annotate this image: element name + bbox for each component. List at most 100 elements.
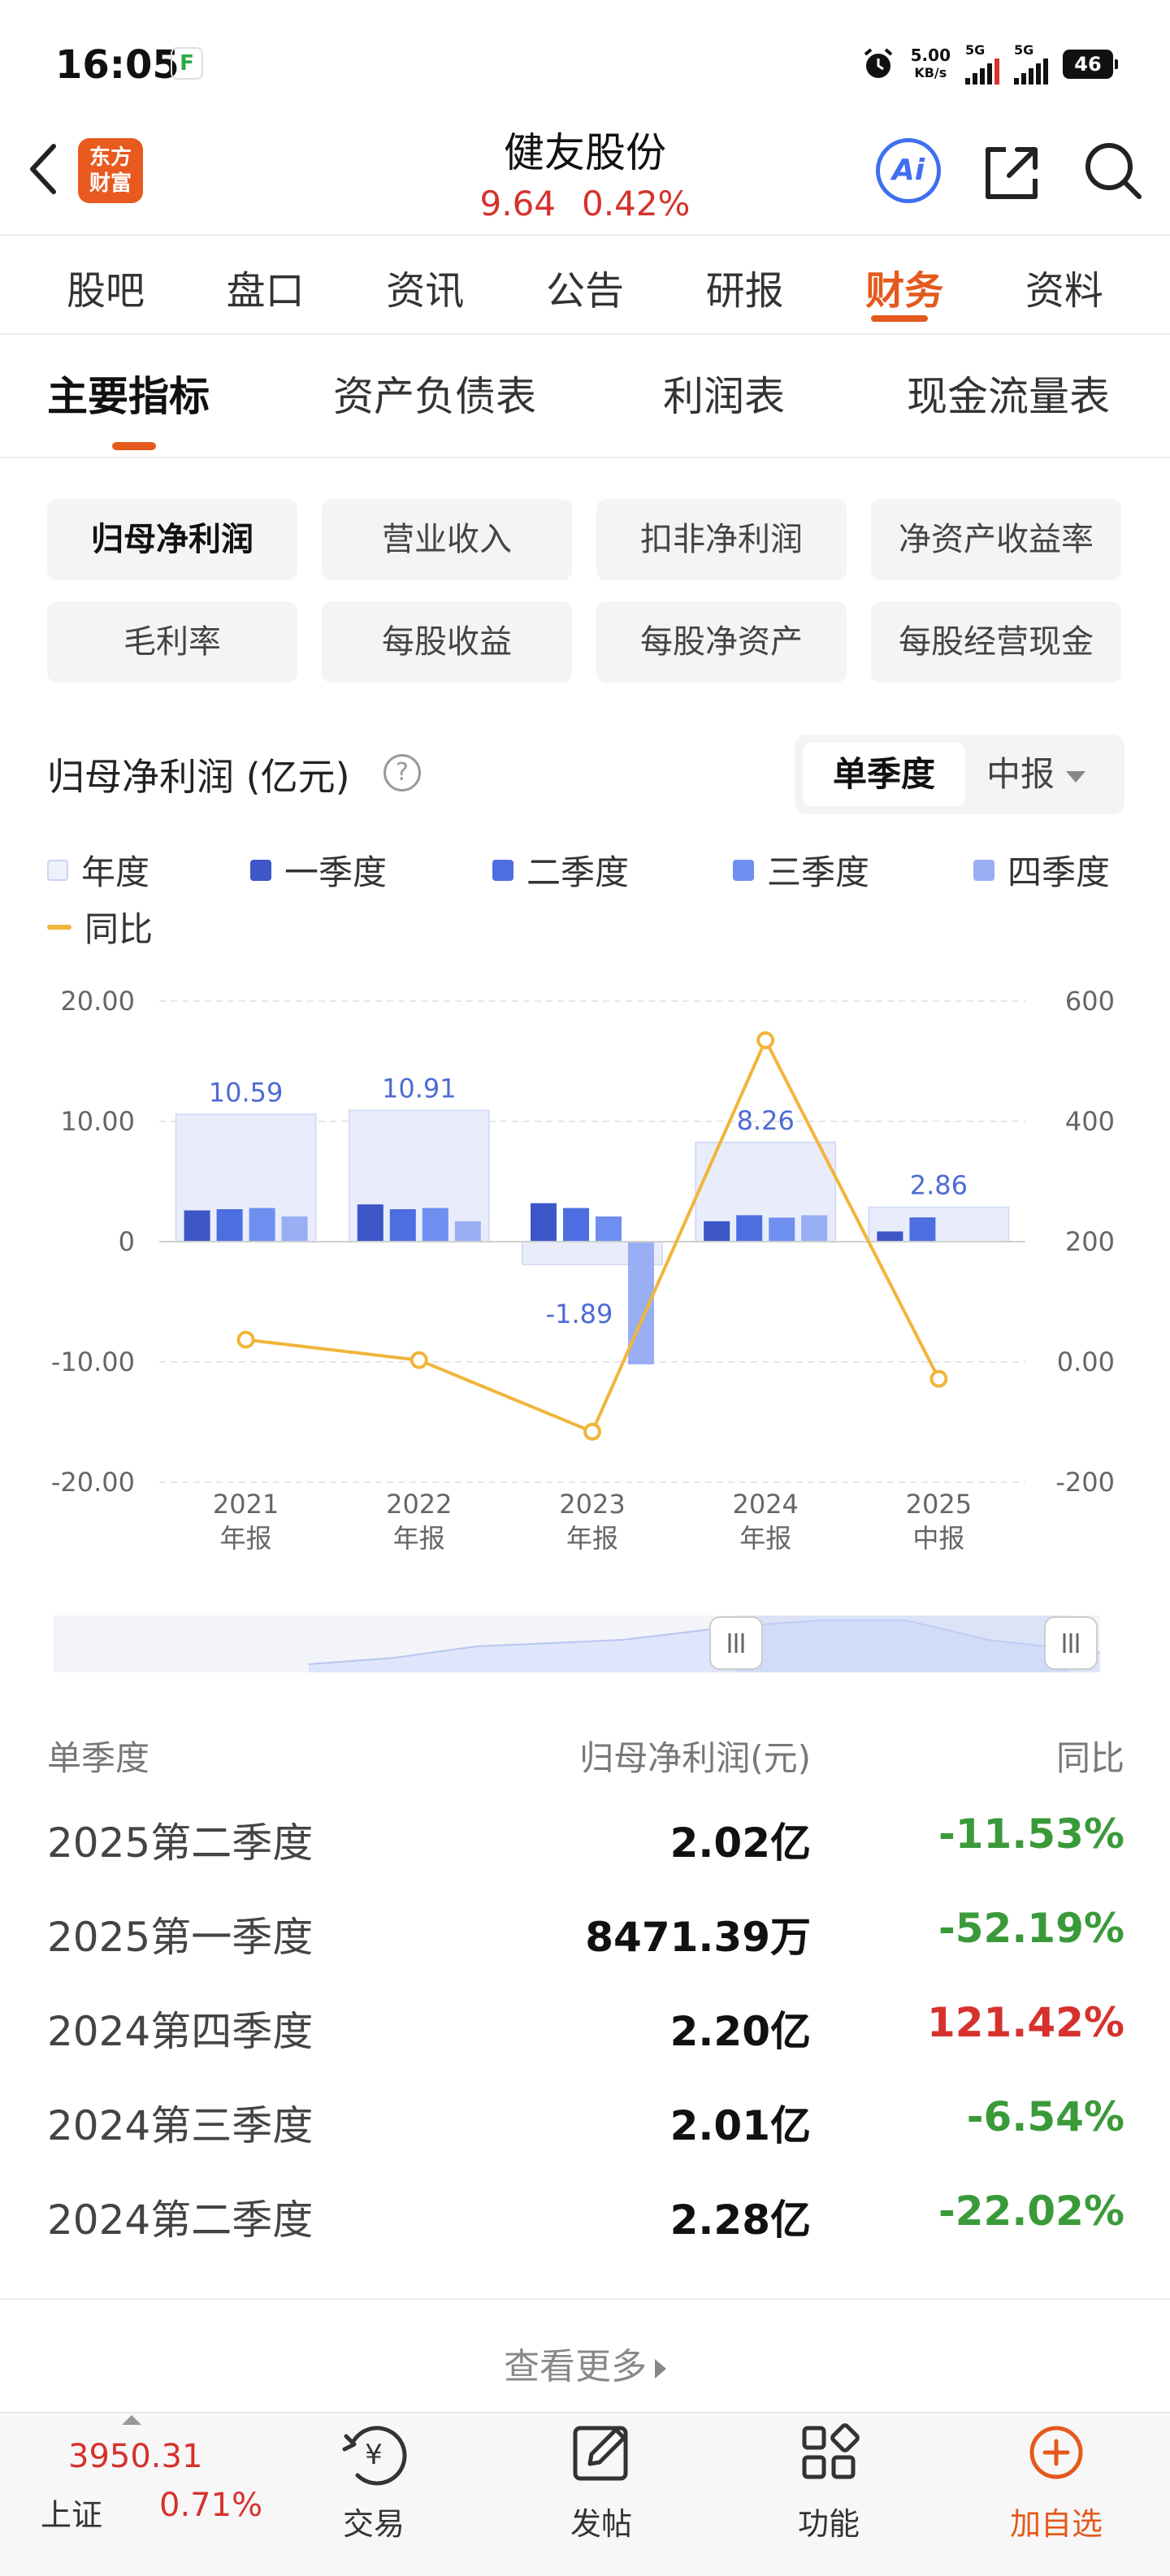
- header-net-profit: 归母净利润(元): [579, 1738, 811, 1778]
- ai-assistant-icon[interactable]: Ai: [876, 138, 941, 203]
- stock-quote: 9.64 0.42%: [0, 184, 1170, 223]
- view-more-link[interactable]: 查看更多: [0, 2337, 1170, 2389]
- indicator-revenue[interactable]: 营业收入: [322, 499, 572, 580]
- plus-circle-icon: [1029, 2426, 1083, 2479]
- slider-handle-right[interactable]: [1044, 1616, 1098, 1670]
- quarter-bar: [216, 1209, 243, 1242]
- legend-q4[interactable]: 四季度: [973, 845, 1110, 895]
- x-tick-sublabel: 年报: [739, 1523, 791, 1554]
- x-tick-label: 2023: [559, 1489, 625, 1520]
- row-period: 2025第一季度: [47, 1914, 314, 1961]
- row-yoy: 121.42%: [926, 1999, 1124, 2046]
- indicator-roe[interactable]: 净资产收益率: [871, 499, 1121, 580]
- row-period: 2024第四季度: [47, 2008, 314, 2055]
- legend-q3[interactable]: 三季度: [733, 845, 869, 895]
- tab-finance[interactable]: 财务: [865, 268, 944, 314]
- status-icons: 5.00 KB/s 5G 5G 46: [860, 44, 1118, 85]
- tab-pankou[interactable]: 盘口: [226, 268, 305, 314]
- chart-range-slider[interactable]: [54, 1615, 1100, 1672]
- trade-button[interactable]: ¥ 交易: [292, 2418, 455, 2543]
- functions-label: 功能: [797, 2506, 860, 2542]
- slider-handle-left[interactable]: [709, 1616, 763, 1670]
- functions-button[interactable]: 功能: [748, 2418, 910, 2543]
- indicator-ocf-per-share[interactable]: 每股经营现金: [871, 601, 1121, 683]
- indicator-eps[interactable]: 每股收益: [322, 601, 572, 683]
- search-icon[interactable]: [1081, 138, 1146, 203]
- quarter-bar: [769, 1217, 795, 1242]
- indicator-net-profit[interactable]: 归母净利润: [47, 499, 297, 580]
- divider: [0, 457, 1170, 458]
- share-icon[interactable]: [982, 141, 1043, 203]
- legend-annual[interactable]: 年度: [47, 845, 150, 895]
- active-tab-indicator: [871, 315, 928, 322]
- quarter-bar: [357, 1204, 384, 1242]
- alarm-icon: [864, 48, 892, 78]
- row-value: 2.20亿: [670, 2008, 811, 2055]
- period-interim-dropdown[interactable]: 中报: [986, 743, 1116, 806]
- x-tick-label: 2025: [906, 1489, 972, 1520]
- help-icon[interactable]: ?: [384, 754, 421, 791]
- yoy-point: [410, 1351, 428, 1369]
- row-yoy: -11.53%: [938, 1811, 1124, 1858]
- subtab-cash-flow[interactable]: 现金流量表: [907, 373, 1110, 420]
- net-profit-chart: 20.00 10.00 0 -10.00 -20.00 600 400 200 0.00 -200…: [51, 986, 1115, 1554]
- indicator-deducted-net-profit[interactable]: 扣非净利润: [596, 499, 847, 580]
- index-expand-icon[interactable]: [122, 2415, 141, 2425]
- back-arrow-icon[interactable]: [23, 140, 63, 198]
- battery-icon: 46: [1063, 50, 1118, 79]
- period-quarterly-button[interactable]: 单季度: [803, 743, 965, 806]
- slider-selection[interactable]: [736, 1615, 1069, 1672]
- subtab-key-metrics[interactable]: 主要指标: [47, 373, 210, 420]
- header-period: 单季度: [47, 1738, 150, 1778]
- quarter-bar: [704, 1221, 730, 1242]
- indicator-gross-margin[interactable]: 毛利率: [47, 601, 297, 683]
- tab-profile[interactable]: 资料: [1025, 268, 1103, 314]
- apps-grid-icon: [802, 2423, 860, 2479]
- active-subtab-indicator: [112, 442, 156, 450]
- primary-tabs: 股吧 盘口 资讯 公告 研报 财务 资料: [41, 258, 1129, 315]
- y-right-tick-label: 0.00: [1057, 1347, 1115, 1377]
- legend-swatch: [47, 859, 68, 881]
- legend-yoy[interactable]: 同比: [47, 902, 153, 952]
- divider: [0, 234, 1170, 236]
- index-change-pct[interactable]: 0.71%: [159, 2487, 263, 2524]
- stock-name: 健友股份: [504, 129, 666, 176]
- annual-bar-label: 8.26: [737, 1105, 795, 1136]
- header-yoy: 同比: [1055, 1738, 1124, 1778]
- x-tick-label: 2021: [213, 1489, 279, 1520]
- add-watchlist-button[interactable]: 加自选: [975, 2418, 1138, 2543]
- legend-swatch: [250, 859, 271, 881]
- quarter-bar: [389, 1209, 416, 1242]
- signal-1: 5G: [965, 44, 999, 85]
- y-left-tick-label: 10.00: [60, 1106, 135, 1137]
- legend-q2[interactable]: 二季度: [492, 845, 629, 895]
- row-period: 2024第二季度: [47, 2197, 314, 2244]
- indicator-bvps[interactable]: 每股净资产: [596, 601, 847, 683]
- x-tick-label: 2024: [732, 1489, 798, 1520]
- stock-price: 9.64: [479, 184, 557, 223]
- yoy-point: [583, 1422, 601, 1441]
- status-time: 16:05: [55, 42, 180, 88]
- row-yoy: -22.02%: [938, 2188, 1124, 2235]
- tab-news[interactable]: 资讯: [386, 268, 465, 314]
- quarter-bar: [184, 1210, 210, 1242]
- index-value[interactable]: 3950.31: [68, 2438, 203, 2475]
- status-bar: 16:05 F 5.00 KB/s 5G 5G 46: [0, 0, 1170, 122]
- quarter-bar: [877, 1231, 904, 1242]
- bottom-bar: [0, 2412, 1170, 2576]
- eastmoney-logo[interactable]: 东方 财富: [78, 138, 143, 203]
- tab-announcements[interactable]: 公告: [545, 268, 624, 314]
- net-speed: 5.00 KB/s: [910, 46, 951, 80]
- post-button[interactable]: 发帖: [520, 2418, 682, 2543]
- x-tick-sublabel: 年报: [566, 1523, 618, 1554]
- signal-bars-icon: [965, 57, 999, 85]
- legend-q1[interactable]: 一季度: [250, 845, 387, 895]
- index-name[interactable]: 上证: [41, 2497, 103, 2533]
- legend-line-swatch: [47, 924, 72, 930]
- legend-swatch: [733, 859, 754, 881]
- subtab-balance-sheet[interactable]: 资产负债表: [333, 373, 536, 420]
- tab-research[interactable]: 研报: [705, 268, 784, 314]
- subtab-income-statement[interactable]: 利润表: [663, 373, 785, 420]
- tab-guba[interactable]: 股吧: [66, 268, 145, 314]
- row-period: 2025第二季度: [47, 1819, 314, 1867]
